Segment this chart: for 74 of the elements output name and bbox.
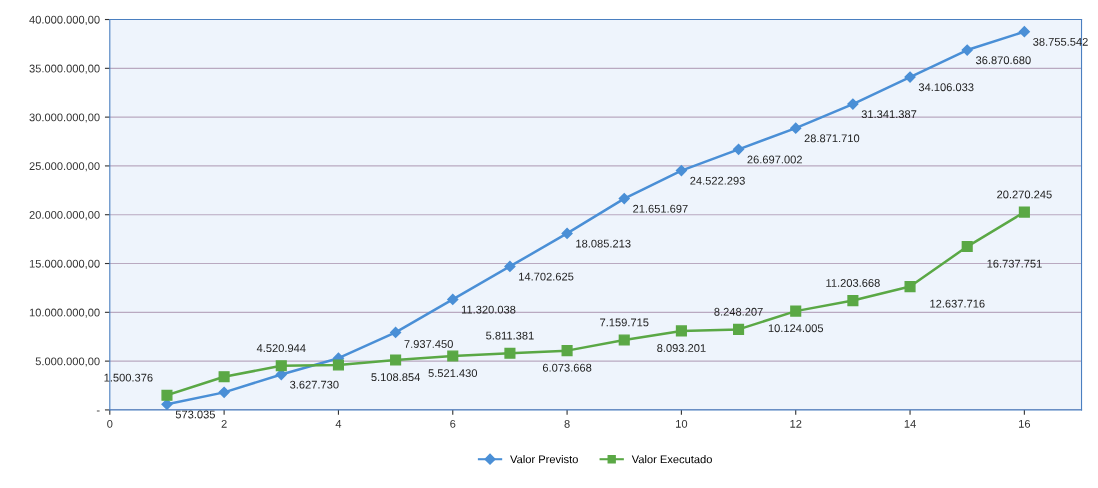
x-tick-label: 6 bbox=[450, 419, 456, 428]
data-label: 3.627.730 bbox=[290, 380, 339, 389]
x-tick-label: 16 bbox=[1019, 419, 1031, 428]
point bbox=[161, 389, 173, 401]
data-label: 16.737.751 bbox=[987, 259, 1042, 268]
point bbox=[447, 350, 459, 362]
point bbox=[275, 360, 287, 372]
point bbox=[618, 192, 630, 205]
y-tick-label: 20.000.000,00 bbox=[29, 210, 100, 221]
point bbox=[504, 260, 516, 273]
point bbox=[790, 305, 802, 317]
data-label: 8.248.207 bbox=[714, 307, 763, 316]
point bbox=[904, 281, 916, 293]
data-label: 5.108.854 bbox=[371, 373, 420, 382]
point bbox=[332, 359, 344, 371]
point bbox=[961, 241, 973, 253]
x-tick-label: 4 bbox=[335, 420, 342, 428]
y-tick-label: 25.000.000,00 bbox=[29, 162, 100, 172]
point bbox=[618, 334, 630, 346]
data-label: 11.320.038 bbox=[461, 305, 516, 314]
point bbox=[447, 293, 459, 306]
point bbox=[732, 143, 745, 155]
point bbox=[1018, 206, 1030, 218]
point bbox=[675, 164, 688, 177]
x-tick-label: 8 bbox=[564, 419, 570, 428]
y-tick-label: 40.000.000,00 bbox=[29, 15, 100, 25]
data-label: 7.159.715 bbox=[600, 318, 649, 327]
data-label: 8.093.201 bbox=[657, 344, 706, 352]
y-tick-label: - bbox=[96, 410, 100, 412]
x-tick-label: 14 bbox=[904, 420, 916, 428]
x-tick-label: 0 bbox=[107, 419, 113, 428]
x-tick-label: 10 bbox=[676, 419, 688, 428]
data-label: 5.521.430 bbox=[428, 369, 478, 378]
point bbox=[733, 323, 745, 335]
data-label: 36.870.680 bbox=[975, 56, 1031, 65]
data-label: 7.937.450 bbox=[404, 340, 453, 348]
data-label: 18.085.213 bbox=[576, 239, 631, 248]
point bbox=[218, 386, 230, 398]
data-label: 28.871.710 bbox=[804, 134, 860, 143]
point bbox=[790, 122, 802, 134]
point bbox=[847, 295, 859, 307]
data-label: 26.697.002 bbox=[747, 155, 802, 164]
point bbox=[389, 326, 402, 339]
data-label: 21.651.697 bbox=[633, 204, 688, 213]
x-tick-label: 2 bbox=[221, 419, 227, 428]
point bbox=[218, 371, 230, 383]
data-label: 12.637.716 bbox=[930, 299, 985, 308]
point bbox=[390, 354, 402, 366]
y-tick-label: 10.000.000,00 bbox=[29, 308, 100, 318]
point bbox=[961, 44, 973, 56]
point bbox=[675, 325, 687, 337]
point bbox=[847, 98, 859, 110]
legend-label: Valor Executado bbox=[631, 455, 712, 464]
data-label: 14.702.625 bbox=[519, 272, 574, 281]
x-tick-label: 12 bbox=[790, 419, 802, 428]
data-label: 573.035 bbox=[175, 410, 215, 419]
data-label: 4.520.944 bbox=[256, 344, 306, 353]
y-tick-label: 5.000.000,00 bbox=[35, 357, 100, 367]
point bbox=[561, 227, 573, 240]
legend-label: Valor Previsto bbox=[510, 455, 578, 464]
point bbox=[561, 345, 573, 357]
point bbox=[1018, 26, 1030, 38]
data-label: 20.270.245 bbox=[997, 190, 1052, 199]
data-label: 6.073.668 bbox=[542, 363, 592, 372]
y-tick-label: 15.000.000,00 bbox=[29, 259, 100, 269]
data-label: 10.124.005 bbox=[768, 324, 824, 333]
data-label: 5.811.381 bbox=[486, 331, 534, 340]
data-label: 24.522.293 bbox=[690, 176, 745, 185]
y-tick-label: 30.000.000,00 bbox=[29, 113, 100, 123]
point bbox=[504, 347, 516, 359]
y-tick-label: 35.000.000,00 bbox=[29, 64, 100, 74]
data-label: 31.341.387 bbox=[861, 110, 917, 119]
data-label: 11.203.668 bbox=[826, 279, 880, 287]
data-label: 34.106.033 bbox=[918, 83, 974, 92]
